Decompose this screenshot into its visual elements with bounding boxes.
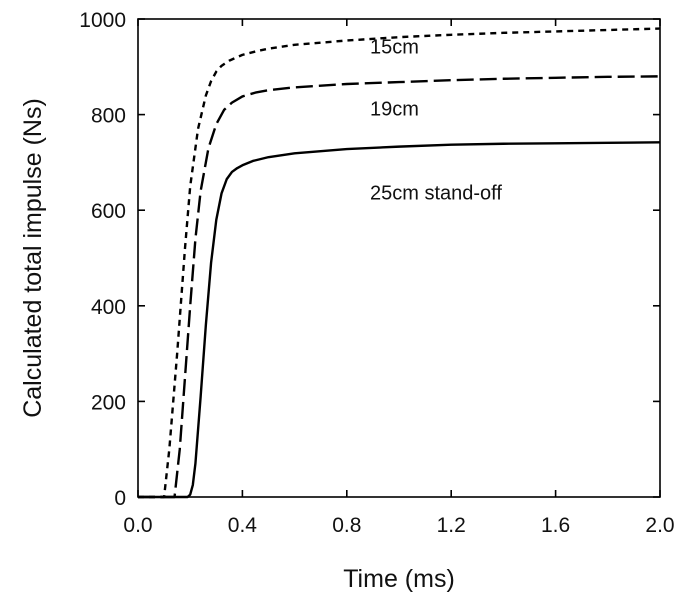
x-axis-ticks: 0.0 0.4 0.8 1.2 1.6 2.0 xyxy=(123,19,675,537)
y-axis-title: Calculated total impulse (Ns) xyxy=(19,98,47,418)
series-line xyxy=(138,141,661,499)
x-axis-title: Time (ms) xyxy=(343,565,455,593)
series-layer xyxy=(138,27,661,499)
x-tick-label: 0.8 xyxy=(332,514,361,537)
plot-frame xyxy=(137,18,661,498)
y-tick-label: 400 xyxy=(91,296,126,319)
series-label: 19cm xyxy=(370,99,419,121)
y-tick-label: 200 xyxy=(91,391,126,414)
x-tick-label: 0.0 xyxy=(123,514,152,537)
series-label: 25cm stand-off xyxy=(370,182,502,204)
x-tick-label: 1.6 xyxy=(541,514,570,537)
x-tick-label: 2.0 xyxy=(645,514,674,537)
series-line xyxy=(138,27,661,499)
series-annotations: 15cm 19cm 25cm stand-off xyxy=(370,37,502,205)
y-tick-label: 600 xyxy=(91,200,126,223)
series-label: 15cm xyxy=(370,37,419,59)
x-tick-label: 1.2 xyxy=(437,514,466,537)
y-tick-label: 0 xyxy=(114,487,126,510)
y-tick-label: 1000 xyxy=(79,9,126,32)
series-line xyxy=(138,75,661,499)
x-tick-label: 0.4 xyxy=(228,514,258,537)
y-tick-label: 800 xyxy=(91,105,126,128)
